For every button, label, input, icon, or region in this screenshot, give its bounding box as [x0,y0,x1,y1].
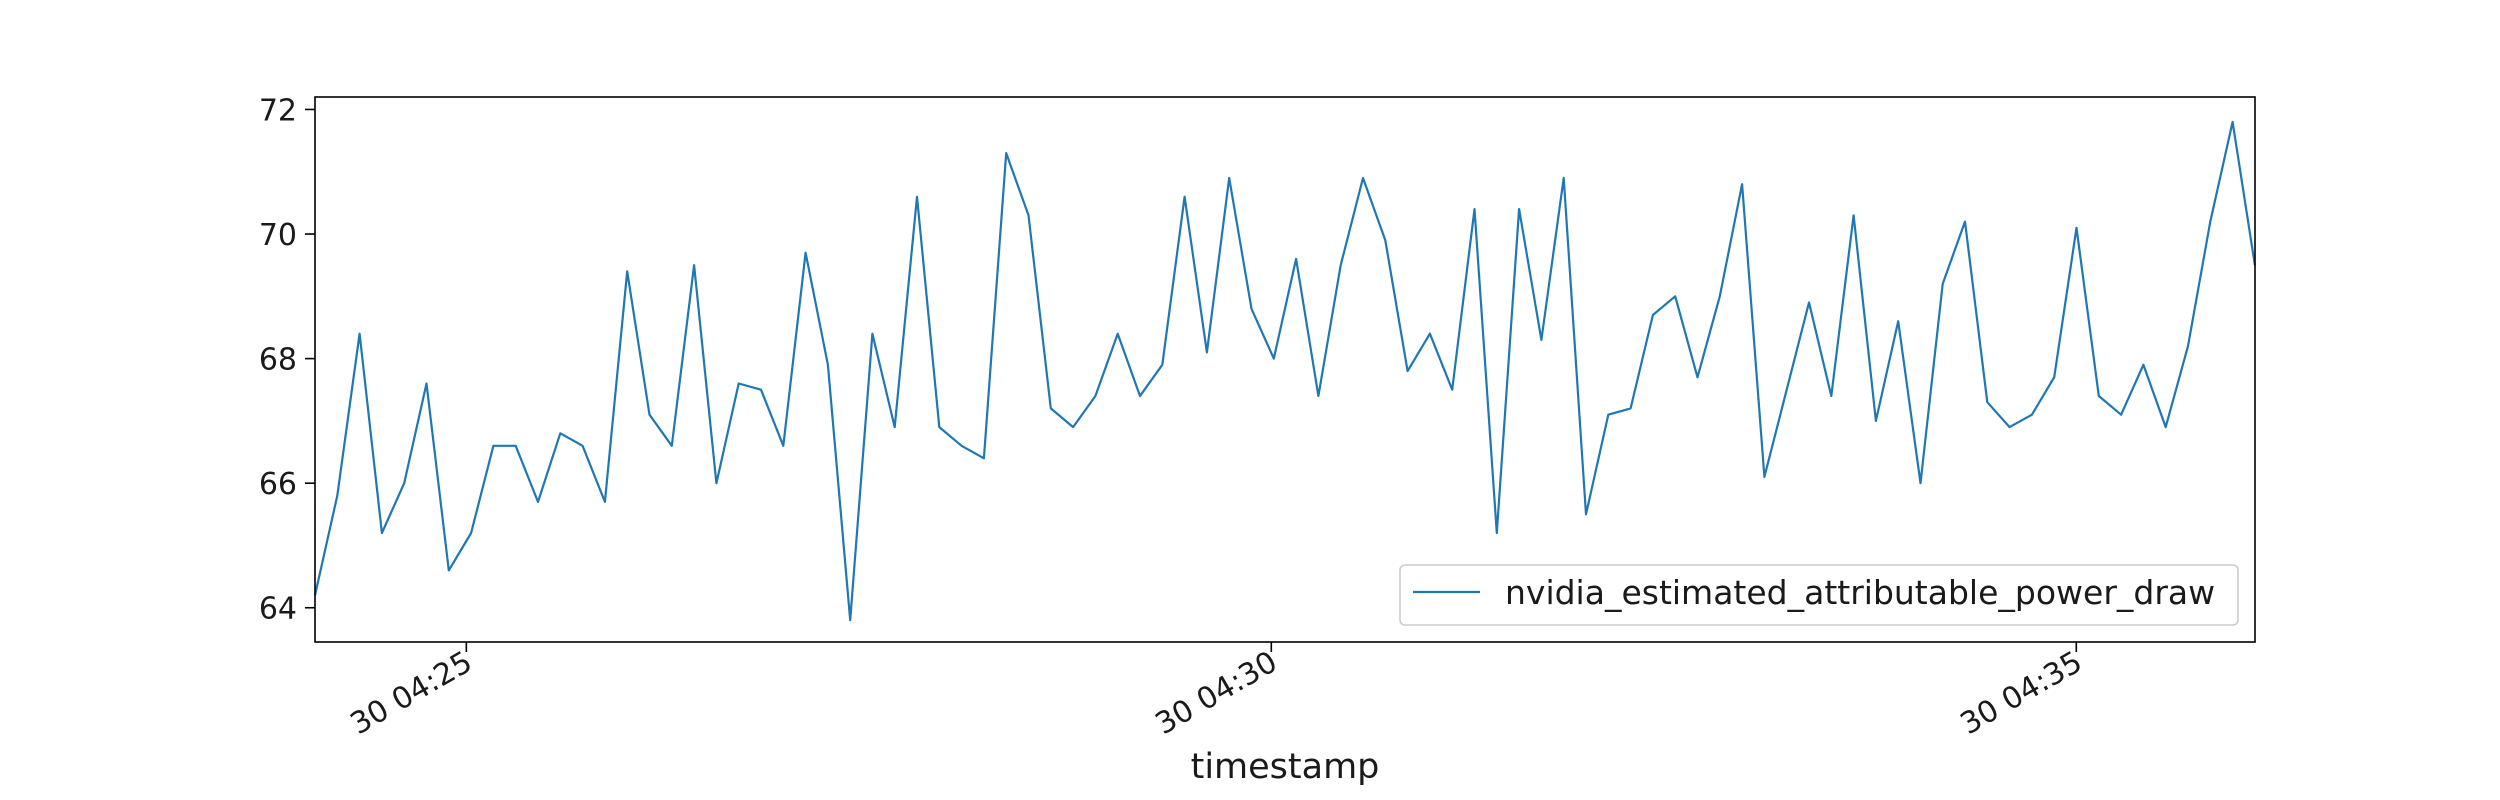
y-axis: 64 66 68 70 72 [259,93,315,627]
y-tick-label: 64 [259,592,297,627]
legend-label: nvidia_estimated_attributable_power_draw [1505,573,2215,612]
y-tick-label: 70 [259,218,297,253]
y-tick-label: 66 [259,467,297,502]
legend: nvidia_estimated_attributable_power_draw [1399,564,2239,626]
x-axis-title: timestamp [1191,747,1380,787]
y-tick-label: 72 [259,93,297,128]
plot-area [313,120,2256,622]
series-line-power-draw [313,120,2256,622]
legend-box [1399,564,2239,626]
plot-frame [314,96,2256,643]
y-tick-label: 68 [259,343,297,378]
